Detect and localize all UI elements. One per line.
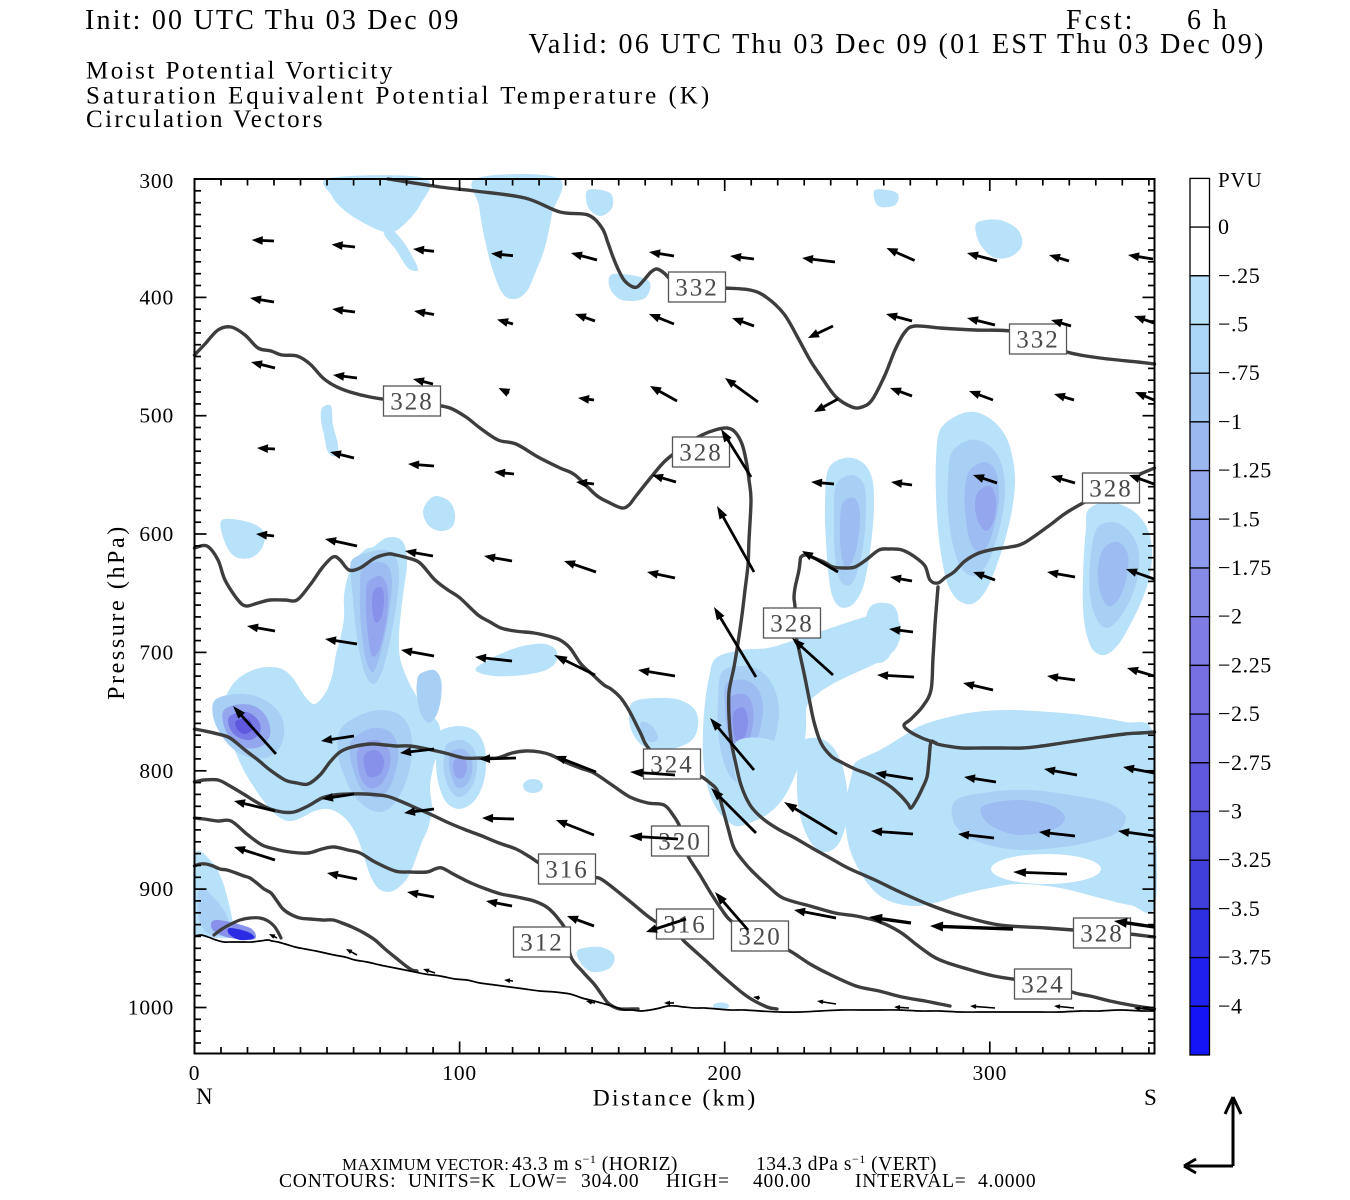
svg-text:332: 332 bbox=[1016, 327, 1060, 354]
svg-text:−1: −1 bbox=[1218, 409, 1243, 434]
svg-text:HIGH=: HIGH= bbox=[666, 1171, 730, 1192]
svg-text:400.00: 400.00 bbox=[753, 1171, 811, 1192]
svg-text:134.3 dPa s−1 (VERT): 134.3 dPa s−1 (VERT) bbox=[756, 1152, 937, 1175]
svg-text:1000: 1000 bbox=[128, 996, 174, 1020]
svg-text:N: N bbox=[196, 1084, 213, 1109]
svg-text:LOW=: LOW= bbox=[509, 1171, 568, 1192]
svg-text:332: 332 bbox=[675, 275, 719, 302]
svg-text:−2.75: −2.75 bbox=[1218, 750, 1272, 775]
svg-text:−.5: −.5 bbox=[1218, 312, 1249, 337]
svg-text:300: 300 bbox=[972, 1061, 1007, 1085]
svg-text:312: 312 bbox=[520, 930, 564, 957]
svg-text:0: 0 bbox=[1218, 214, 1230, 239]
svg-text:328: 328 bbox=[1089, 476, 1133, 503]
svg-text:700: 700 bbox=[139, 640, 174, 664]
svg-text:900: 900 bbox=[139, 877, 174, 901]
svg-text:−.75: −.75 bbox=[1218, 360, 1260, 385]
svg-text:328: 328 bbox=[1080, 921, 1124, 948]
svg-text:Valid: 06 UTC Thu 03 Dec 09 (0: Valid: 06 UTC Thu 03 Dec 09 (01 EST Thu … bbox=[529, 29, 1266, 60]
svg-text:−1.25: −1.25 bbox=[1218, 458, 1272, 483]
svg-text:500: 500 bbox=[139, 404, 174, 428]
svg-text:400: 400 bbox=[139, 285, 174, 309]
svg-text:UNITS=K: UNITS=K bbox=[408, 1171, 496, 1192]
svg-text:100: 100 bbox=[442, 1061, 477, 1085]
svg-text:4.0000: 4.0000 bbox=[978, 1171, 1036, 1192]
svg-text:S: S bbox=[1144, 1085, 1157, 1110]
svg-text:CONTOURS:: CONTOURS: bbox=[279, 1171, 396, 1192]
svg-text:−.25: −.25 bbox=[1218, 263, 1260, 288]
svg-text:328: 328 bbox=[679, 440, 723, 467]
svg-text:800: 800 bbox=[139, 759, 174, 783]
svg-text:Circulation Vectors: Circulation Vectors bbox=[86, 106, 325, 133]
svg-text:−2.5: −2.5 bbox=[1218, 701, 1260, 726]
svg-text:43.3 m s−1 (HORIZ): 43.3 m s−1 (HORIZ) bbox=[512, 1152, 678, 1175]
svg-text:Distance (km): Distance (km) bbox=[593, 1086, 758, 1112]
svg-text:−2: −2 bbox=[1218, 604, 1243, 629]
svg-text:6 h: 6 h bbox=[1187, 5, 1229, 36]
svg-text:−4: −4 bbox=[1218, 993, 1243, 1018]
svg-text:MAXIMUM VECTOR:: MAXIMUM VECTOR: bbox=[342, 1155, 509, 1174]
svg-text:300: 300 bbox=[139, 169, 174, 193]
svg-text:−3.25: −3.25 bbox=[1218, 847, 1272, 872]
svg-text:INTERVAL=: INTERVAL= bbox=[855, 1171, 967, 1192]
svg-text:−3.5: −3.5 bbox=[1218, 896, 1260, 921]
svg-text:PVU: PVU bbox=[1218, 168, 1262, 192]
svg-text:0: 0 bbox=[189, 1061, 201, 1085]
svg-text:−3.75: −3.75 bbox=[1218, 945, 1272, 970]
svg-text:Saturation Equivalent Potentia: Saturation Equivalent Potential Temperat… bbox=[86, 83, 712, 110]
svg-text:304.00: 304.00 bbox=[581, 1171, 639, 1192]
svg-text:600: 600 bbox=[139, 522, 174, 546]
svg-text:−2.25: −2.25 bbox=[1218, 652, 1272, 677]
svg-text:324: 324 bbox=[1021, 972, 1065, 999]
svg-text:320: 320 bbox=[658, 829, 702, 856]
svg-text:Pressure (hPa): Pressure (hPa) bbox=[104, 524, 130, 700]
svg-text:Moist Potential Vorticity: Moist Potential Vorticity bbox=[86, 58, 395, 85]
svg-text:200: 200 bbox=[707, 1061, 742, 1085]
svg-text:−3: −3 bbox=[1218, 799, 1243, 824]
svg-text:Init: 00 UTC Thu 03 Dec 09: Init: 00 UTC Thu 03 Dec 09 bbox=[85, 5, 461, 36]
svg-text:−1.75: −1.75 bbox=[1218, 555, 1272, 580]
svg-text:−1.5: −1.5 bbox=[1218, 506, 1260, 531]
svg-text:328: 328 bbox=[770, 611, 814, 638]
svg-text:316: 316 bbox=[545, 857, 589, 884]
svg-text:Fcst:: Fcst: bbox=[1066, 5, 1135, 36]
svg-text:328: 328 bbox=[390, 389, 434, 416]
